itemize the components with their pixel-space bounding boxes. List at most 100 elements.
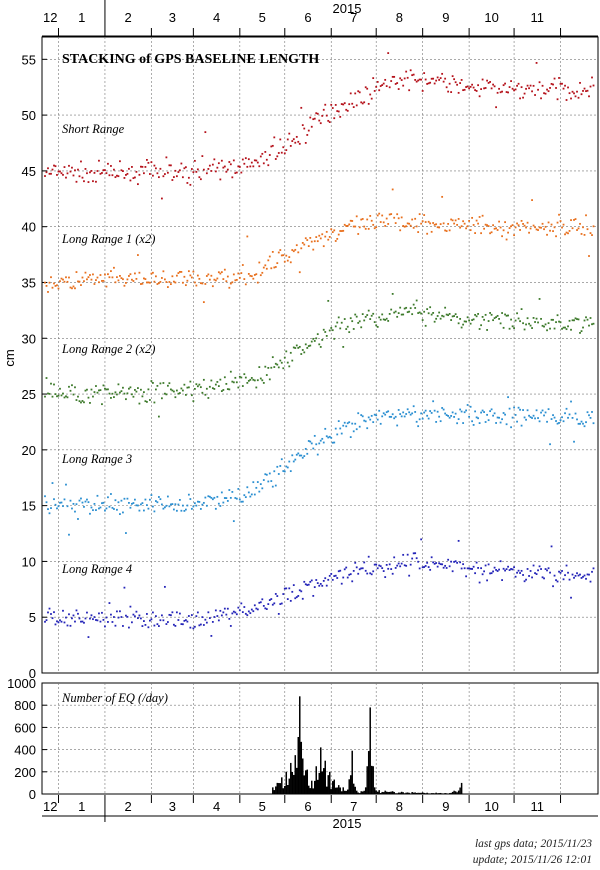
- data-point: [576, 318, 578, 320]
- data-point: [300, 353, 303, 355]
- data-point: [381, 84, 384, 86]
- data-point: [366, 427, 369, 430]
- data-point: [337, 420, 340, 423]
- eq-bar: [278, 783, 280, 794]
- data-point: [334, 240, 337, 242]
- data-point: [240, 500, 243, 503]
- data-point: [199, 282, 202, 285]
- data-point: [306, 452, 309, 455]
- eq-bar: [314, 780, 316, 794]
- data-point: [138, 271, 141, 274]
- data-point: [498, 87, 500, 90]
- data-point: [211, 621, 214, 623]
- data-point: [525, 226, 527, 229]
- data-point: [276, 262, 279, 265]
- data-point: [411, 218, 414, 221]
- eq-bar: [315, 766, 318, 794]
- data-point: [508, 327, 511, 330]
- data-point: [483, 411, 486, 413]
- data-point: [69, 286, 72, 289]
- data-point: [250, 161, 253, 164]
- data-point: [396, 213, 399, 216]
- data-point: [307, 583, 310, 586]
- data-point: [140, 503, 142, 506]
- data-point: [411, 74, 414, 77]
- data-point: [72, 174, 75, 177]
- data-point: [466, 404, 469, 406]
- data-point: [430, 556, 433, 559]
- data-point: [574, 317, 577, 320]
- data-point: [147, 626, 150, 629]
- data-point: [331, 107, 334, 109]
- data-point: [550, 418, 553, 420]
- data-point: [561, 82, 563, 85]
- data-point: [204, 393, 207, 396]
- series-label-long-range-2: Long Range 2 (x2): [61, 342, 155, 356]
- data-point: [432, 561, 435, 564]
- data-point: [196, 385, 199, 388]
- data-point: [340, 432, 343, 435]
- data-point: [312, 248, 315, 251]
- data-point: [336, 110, 339, 112]
- eq-bar: [432, 793, 434, 794]
- data-point: [246, 486, 249, 489]
- data-point: [71, 384, 73, 387]
- data-point: [108, 174, 111, 177]
- data-point: [165, 393, 168, 396]
- data-point: [472, 224, 475, 226]
- data-point: [128, 626, 130, 629]
- data-point: [259, 155, 262, 158]
- data-point: [538, 226, 541, 229]
- data-point: [132, 177, 135, 180]
- data-point: [418, 567, 421, 570]
- data-point: [292, 346, 295, 349]
- data-point: [77, 168, 79, 171]
- data-point: [219, 178, 222, 181]
- data-point: [492, 83, 494, 86]
- data-point: [229, 625, 232, 627]
- data-point: [414, 79, 417, 81]
- data-point: [325, 335, 328, 337]
- data-point: [123, 497, 126, 500]
- data-point: [261, 487, 264, 490]
- data-point: [298, 345, 301, 348]
- data-point: [160, 197, 163, 200]
- data-point: [177, 619, 180, 621]
- data-point: [237, 488, 240, 490]
- data-point: [364, 420, 367, 423]
- data-point: [516, 222, 518, 225]
- data-point: [405, 306, 408, 309]
- data-point: [56, 284, 58, 287]
- data-point: [549, 443, 551, 446]
- data-point: [493, 317, 496, 320]
- data-point: [426, 232, 429, 235]
- data-point: [119, 275, 121, 277]
- data-point: [583, 425, 586, 428]
- data-point: [460, 225, 463, 228]
- data-point: [289, 599, 292, 602]
- data-point: [135, 390, 138, 393]
- data-point: [313, 586, 316, 589]
- data-point: [387, 52, 390, 54]
- eq-bar: [343, 790, 346, 794]
- data-point: [234, 611, 237, 614]
- data-point: [564, 326, 566, 329]
- data-point: [159, 498, 162, 501]
- data-point: [297, 140, 300, 143]
- data-point: [382, 82, 385, 85]
- data-point: [391, 413, 394, 416]
- data-point: [322, 441, 325, 444]
- data-point: [538, 81, 541, 84]
- data-point: [89, 171, 91, 174]
- data-point: [153, 164, 156, 167]
- data-point: [555, 321, 557, 324]
- data-point: [531, 199, 533, 202]
- data-point: [59, 170, 61, 173]
- eq-bar: [405, 792, 407, 794]
- data-point: [514, 414, 517, 416]
- data-point: [435, 562, 438, 564]
- eq-bar: [279, 783, 282, 794]
- data-point: [562, 87, 565, 90]
- eq-bar: [308, 785, 310, 794]
- data-point: [424, 565, 427, 567]
